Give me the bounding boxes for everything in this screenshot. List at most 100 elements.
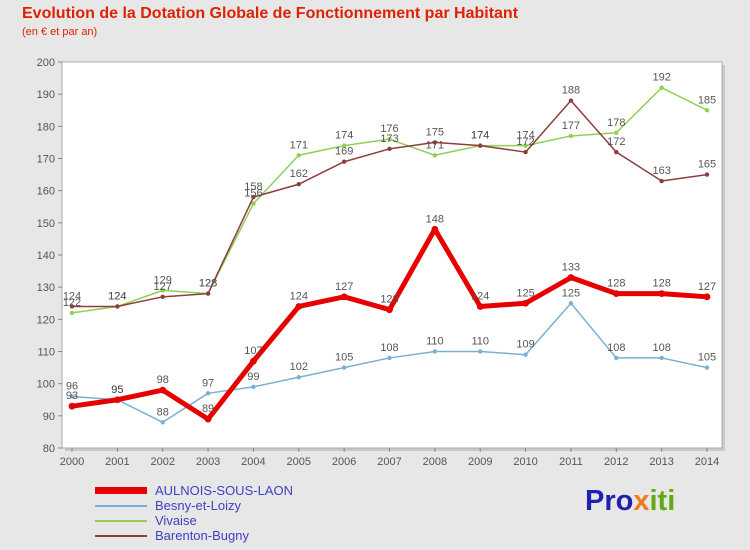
- svg-text:2012: 2012: [604, 456, 628, 468]
- svg-text:2006: 2006: [332, 456, 356, 468]
- svg-text:80: 80: [43, 443, 55, 455]
- svg-text:97: 97: [202, 377, 214, 389]
- svg-text:124: 124: [290, 290, 308, 302]
- svg-text:130: 130: [37, 282, 55, 294]
- svg-text:90: 90: [43, 411, 55, 423]
- svg-text:163: 163: [652, 165, 670, 177]
- legend: AULNOIS-SOUS-LAON Besny-et-Loizy Vivaise…: [95, 483, 293, 543]
- svg-text:100: 100: [37, 379, 55, 391]
- svg-text:140: 140: [37, 250, 55, 262]
- legend-line-aulnois: [95, 487, 147, 494]
- svg-text:174: 174: [335, 130, 353, 142]
- svg-text:178: 178: [607, 117, 625, 129]
- svg-text:169: 169: [335, 146, 353, 158]
- svg-text:93: 93: [66, 390, 78, 402]
- svg-text:174: 174: [471, 130, 489, 142]
- legend-label-barenton: Barenton-Bugny: [155, 528, 249, 543]
- svg-text:174: 174: [471, 130, 489, 142]
- logo-part-iti: iti: [649, 485, 676, 517]
- svg-text:2011: 2011: [559, 456, 583, 468]
- svg-text:95: 95: [111, 384, 123, 396]
- svg-text:188: 188: [562, 85, 580, 97]
- proxiti-logo: Proxiti: [585, 485, 675, 518]
- svg-text:110: 110: [426, 336, 444, 348]
- svg-text:108: 108: [607, 342, 625, 354]
- legend-label-aulnois: AULNOIS-SOUS-LAON: [155, 483, 293, 498]
- svg-text:127: 127: [154, 281, 172, 293]
- svg-text:123: 123: [380, 294, 398, 306]
- svg-text:2008: 2008: [423, 456, 447, 468]
- svg-text:124: 124: [108, 290, 126, 302]
- svg-text:105: 105: [698, 352, 716, 364]
- svg-text:109: 109: [516, 339, 534, 351]
- svg-text:2001: 2001: [105, 456, 129, 468]
- svg-text:174: 174: [516, 130, 534, 142]
- svg-text:192: 192: [652, 72, 670, 84]
- svg-text:170: 170: [37, 154, 55, 166]
- svg-text:173: 173: [380, 133, 398, 145]
- svg-text:175: 175: [426, 126, 444, 138]
- svg-text:96: 96: [66, 381, 78, 393]
- svg-text:120: 120: [37, 314, 55, 326]
- legend-line-vivaise: [95, 519, 147, 522]
- svg-text:148: 148: [426, 213, 444, 225]
- svg-text:128: 128: [199, 278, 217, 290]
- svg-text:127: 127: [335, 281, 353, 293]
- svg-text:180: 180: [37, 121, 55, 133]
- legend-label-besny: Besny-et-Loizy: [155, 498, 241, 513]
- svg-text:2003: 2003: [196, 456, 220, 468]
- svg-text:110: 110: [471, 336, 489, 348]
- svg-text:88: 88: [157, 406, 169, 418]
- svg-text:2013: 2013: [649, 456, 673, 468]
- svg-text:124: 124: [471, 290, 489, 302]
- legend-line-besny: [95, 504, 147, 507]
- legend-item-barenton: Barenton-Bugny: [95, 528, 293, 543]
- svg-text:122: 122: [63, 297, 81, 309]
- svg-text:128: 128: [652, 278, 670, 290]
- svg-text:127: 127: [698, 281, 716, 293]
- svg-text:172: 172: [607, 136, 625, 148]
- svg-text:125: 125: [516, 287, 534, 299]
- legend-item-besny: Besny-et-Loizy: [95, 498, 293, 513]
- svg-text:125: 125: [562, 287, 580, 299]
- svg-text:185: 185: [698, 94, 716, 106]
- svg-text:108: 108: [652, 342, 670, 354]
- svg-text:172: 172: [516, 136, 534, 148]
- svg-text:129: 129: [154, 274, 172, 286]
- svg-text:2000: 2000: [60, 456, 84, 468]
- svg-text:124: 124: [108, 290, 126, 302]
- svg-text:95: 95: [111, 384, 123, 396]
- legend-item-vivaise: Vivaise: [95, 513, 293, 528]
- svg-text:200: 200: [37, 57, 55, 69]
- svg-text:89: 89: [202, 403, 214, 415]
- svg-text:165: 165: [698, 159, 716, 171]
- svg-text:128: 128: [607, 278, 625, 290]
- svg-text:102: 102: [290, 361, 308, 373]
- svg-text:98: 98: [157, 374, 169, 386]
- svg-text:156: 156: [244, 188, 262, 200]
- svg-text:2002: 2002: [150, 456, 174, 468]
- legend-label-vivaise: Vivaise: [155, 513, 197, 528]
- legend-item-aulnois: AULNOIS-SOUS-LAON: [95, 483, 293, 498]
- svg-text:108: 108: [380, 342, 398, 354]
- legend-line-barenton: [95, 534, 147, 537]
- chart-title: Evolution de la Dotation Globale de Fonc…: [22, 5, 519, 22]
- chart-subtitle: (en € et par an): [22, 26, 98, 38]
- svg-text:177: 177: [562, 120, 580, 132]
- svg-text:110: 110: [37, 347, 55, 359]
- svg-text:171: 171: [426, 139, 444, 151]
- svg-text:2009: 2009: [468, 456, 492, 468]
- svg-text:128: 128: [199, 278, 217, 290]
- svg-text:190: 190: [37, 89, 55, 101]
- logo-part-pro: Pro: [585, 485, 634, 517]
- svg-text:171: 171: [290, 139, 308, 151]
- svg-text:124: 124: [63, 290, 81, 302]
- svg-text:2005: 2005: [287, 456, 311, 468]
- svg-text:160: 160: [37, 186, 55, 198]
- svg-text:133: 133: [562, 262, 580, 274]
- line-chart: 80 90 100 110 120 130 140 150 160 170 180 190 200 200…: [37, 57, 725, 468]
- svg-text:2014: 2014: [695, 456, 719, 468]
- svg-text:162: 162: [290, 168, 308, 180]
- svg-text:105: 105: [335, 352, 353, 364]
- svg-text:150: 150: [37, 218, 55, 230]
